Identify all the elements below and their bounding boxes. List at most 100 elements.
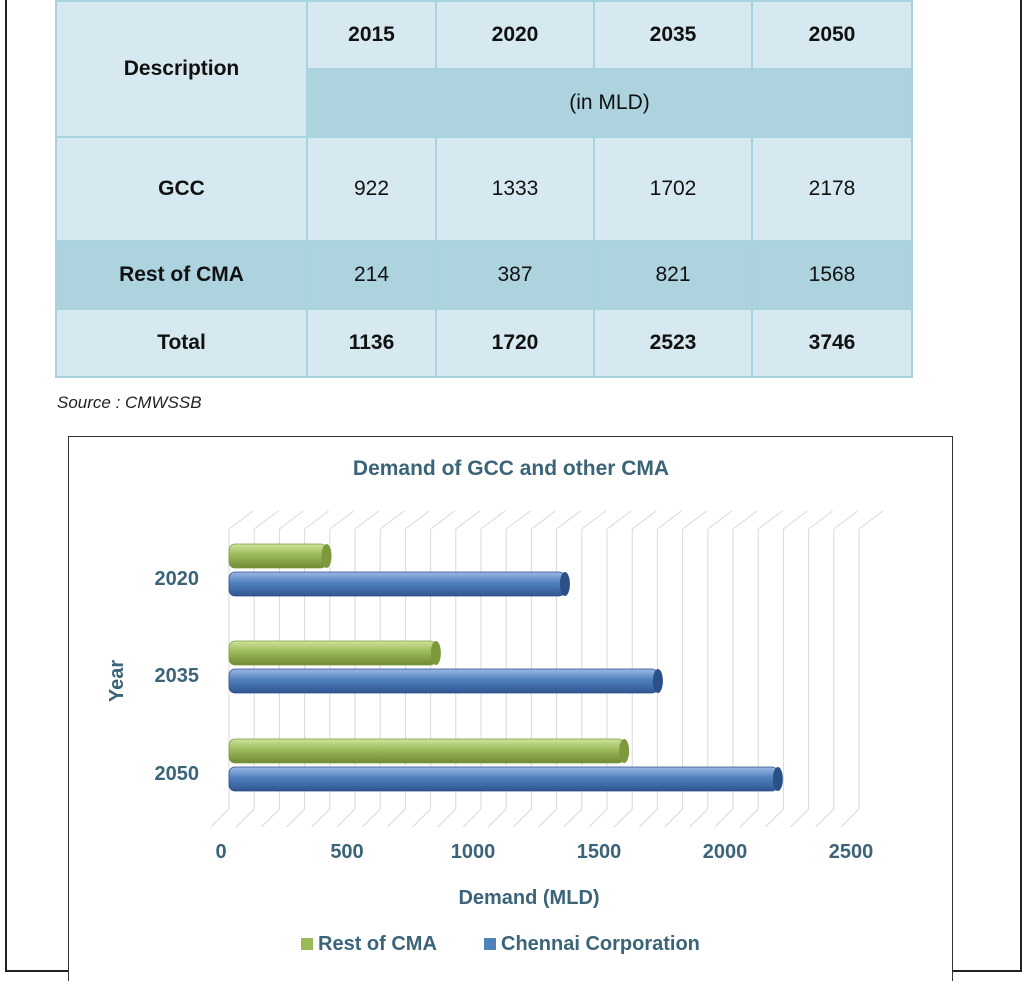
grid-line bbox=[556, 510, 581, 530]
grid-line bbox=[336, 808, 356, 828]
grid-line bbox=[765, 808, 784, 828]
bar bbox=[228, 766, 779, 792]
table-row: GCC 922 1333 1702 2178 bbox=[55, 136, 913, 242]
grid-line bbox=[354, 510, 380, 530]
grid-line bbox=[815, 808, 835, 828]
bar bbox=[228, 640, 437, 666]
grid-line bbox=[613, 808, 633, 828]
table-cell: 1333 bbox=[435, 136, 595, 242]
grid-line bbox=[487, 808, 507, 828]
legend-swatch bbox=[484, 938, 496, 950]
year-header-2020: 2020 bbox=[435, 0, 595, 70]
grid-line bbox=[387, 808, 406, 828]
bar-end-cap bbox=[652, 669, 663, 693]
grid-line bbox=[261, 808, 280, 828]
x-tick-label: 0 bbox=[215, 841, 226, 863]
grid-line bbox=[531, 510, 556, 530]
table-cell: 3746 bbox=[751, 308, 913, 378]
legend: Rest of CMA Chennai Corporation bbox=[301, 933, 700, 955]
grid-line bbox=[235, 808, 255, 828]
grid-line bbox=[462, 808, 482, 828]
y-axis-title: Year bbox=[106, 660, 128, 702]
table-cell: 1136 bbox=[306, 308, 437, 378]
grid-line bbox=[664, 808, 683, 828]
chart-container: Demand of GCC and other CMA 2020 2035 2050… bbox=[68, 436, 953, 981]
bar-end-cap bbox=[321, 544, 332, 568]
grid-line bbox=[833, 510, 859, 530]
grid-line bbox=[311, 808, 331, 828]
grid-line bbox=[581, 510, 607, 530]
y-tick-label: 2020 bbox=[155, 568, 200, 590]
row-label-rest-of-cma: Rest of CMA bbox=[55, 240, 308, 310]
table-row: Total 1136 1720 2523 3746 bbox=[55, 308, 913, 378]
grid-line bbox=[279, 510, 304, 530]
legend-swatch bbox=[301, 938, 313, 950]
demand-table: Description 2015 2020 2035 2050 (in MLD)… bbox=[55, 0, 913, 378]
grid-line bbox=[437, 808, 457, 828]
grid-line bbox=[329, 510, 355, 530]
x-tick-labels: 0 500 1000 1500 2000 2500 bbox=[215, 841, 873, 863]
grid-line bbox=[783, 510, 808, 530]
x-axis-title: Demand (MLD) bbox=[458, 887, 599, 909]
grid-line bbox=[513, 808, 532, 828]
y-tick-labels: 2020 2035 2050 bbox=[155, 568, 200, 785]
bar bbox=[228, 543, 327, 569]
y-tick-label: 2035 bbox=[155, 665, 200, 687]
grid-line bbox=[631, 510, 657, 530]
grid-line bbox=[732, 510, 758, 530]
chart-title: Demand of GCC and other CMA bbox=[353, 457, 669, 480]
grid-line bbox=[714, 808, 734, 828]
table-cell: 1568 bbox=[751, 240, 913, 310]
grid-line bbox=[858, 510, 884, 530]
grid-line bbox=[707, 510, 733, 530]
year-header-2015: 2015 bbox=[306, 0, 437, 70]
table-cell: 2523 bbox=[593, 308, 753, 378]
grid-line bbox=[790, 808, 809, 828]
grid-line bbox=[606, 510, 632, 530]
bar-end-cap bbox=[430, 641, 441, 665]
table-cell: 2178 bbox=[751, 136, 913, 242]
unit-note: (in MLD) bbox=[306, 68, 913, 138]
grid-line bbox=[840, 808, 860, 828]
x-tick-label: 500 bbox=[330, 841, 363, 863]
grid-line bbox=[689, 808, 709, 828]
x-tick-label: 1500 bbox=[577, 841, 622, 863]
description-header: Description bbox=[55, 0, 308, 138]
grid-line bbox=[430, 510, 455, 530]
row-label-total: Total bbox=[55, 308, 308, 378]
table-cell: 214 bbox=[306, 240, 437, 310]
legend-label: Chennai Corporation bbox=[501, 933, 700, 955]
grid-line bbox=[228, 510, 254, 530]
grid-line bbox=[405, 510, 430, 530]
legend-label: Rest of CMA bbox=[318, 933, 437, 955]
grid-line bbox=[480, 510, 506, 530]
table-row: Rest of CMA 214 387 821 1568 bbox=[55, 240, 913, 310]
bar bbox=[228, 571, 566, 597]
bar bbox=[228, 668, 659, 694]
table-cell: 922 bbox=[306, 136, 437, 242]
bar-chart: Demand of GCC and other CMA 2020 2035 2050… bbox=[106, 457, 884, 955]
grid-line bbox=[412, 808, 431, 828]
grid-line bbox=[682, 510, 707, 530]
row-label-gcc: GCC bbox=[55, 136, 308, 242]
year-header-2035: 2035 bbox=[593, 0, 753, 70]
x-tick-label: 2500 bbox=[829, 841, 874, 863]
grid-line bbox=[657, 510, 682, 530]
grid-line bbox=[253, 510, 279, 530]
grid-line bbox=[739, 808, 759, 828]
table-cell: 387 bbox=[435, 240, 595, 310]
bars-group bbox=[228, 543, 783, 792]
grid-line bbox=[361, 808, 381, 828]
table-cell: 1720 bbox=[435, 308, 595, 378]
bar bbox=[228, 738, 625, 764]
grid-line bbox=[808, 510, 833, 530]
grid-line bbox=[379, 510, 405, 530]
grid-line bbox=[455, 510, 481, 530]
table-cell: 1702 bbox=[593, 136, 753, 242]
grid-line bbox=[639, 808, 658, 828]
source-note: Source : CMWSSB bbox=[57, 393, 202, 412]
grid-line bbox=[588, 808, 608, 828]
bar-end-cap bbox=[619, 739, 630, 763]
grid-line bbox=[538, 808, 557, 828]
grid-line bbox=[757, 510, 783, 530]
